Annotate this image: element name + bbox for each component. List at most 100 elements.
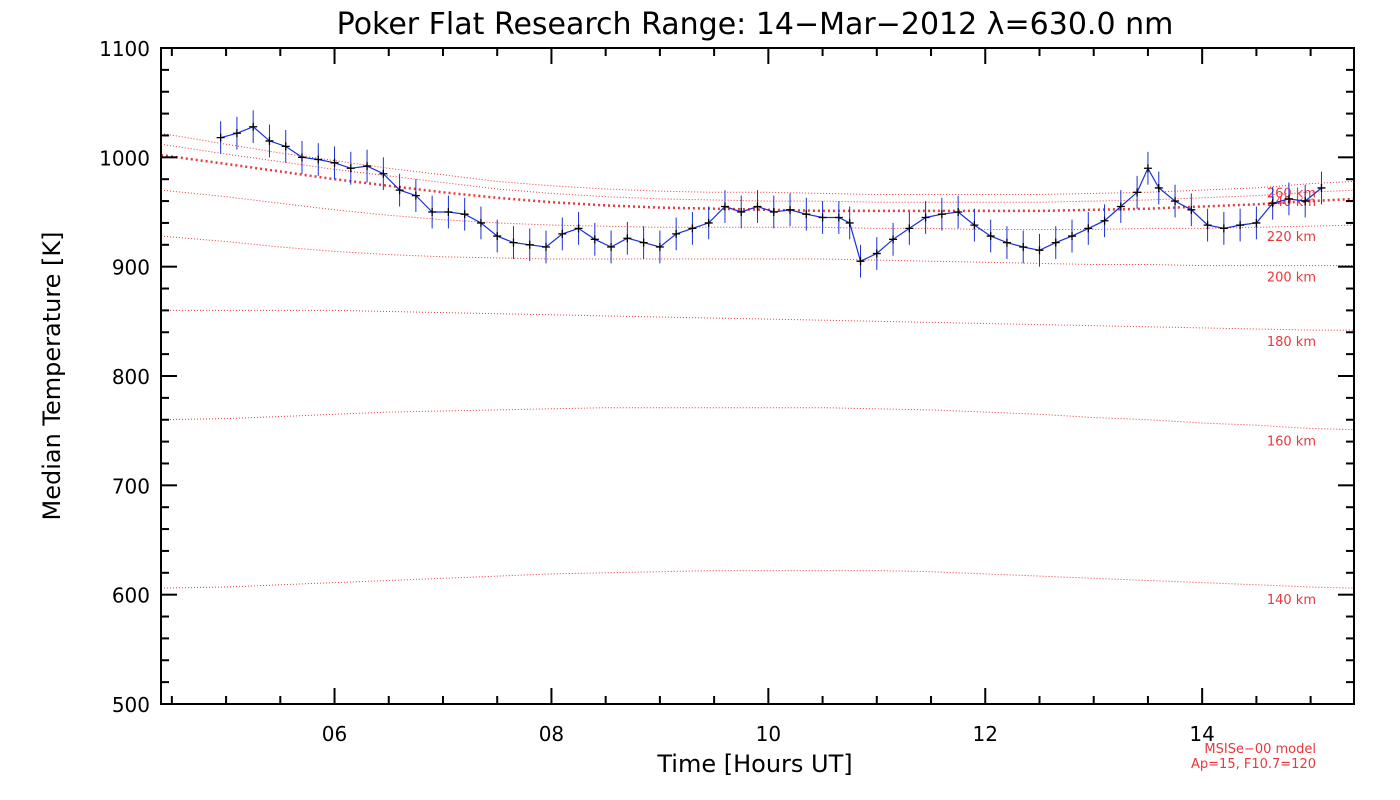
data-point <box>1203 221 1212 230</box>
data-point <box>856 257 865 266</box>
model-altitude-curve <box>160 132 1355 195</box>
data-point <box>1084 224 1093 233</box>
data-point <box>1284 194 1293 203</box>
data-point <box>921 213 930 222</box>
data-point <box>1143 164 1152 173</box>
axes-layer: 06 08 10 12 14 500 600 700 800 900 1000 1100 <box>99 37 1354 746</box>
data-point <box>753 202 762 211</box>
data-point <box>672 229 681 238</box>
model-altitude-curve <box>160 189 1355 230</box>
data-point <box>834 213 843 222</box>
data-point <box>558 229 567 238</box>
altitude-label: 220 km <box>1267 230 1316 245</box>
data-point <box>720 202 729 211</box>
data-point <box>818 213 827 222</box>
data-point <box>476 218 485 227</box>
data-point <box>872 249 881 258</box>
model-altitude-curve <box>160 570 1355 589</box>
data-point <box>216 133 225 142</box>
x-tick-label: 10 <box>756 722 781 746</box>
data-point <box>769 208 778 216</box>
y-axis-title: Median Temperature [K] <box>38 231 66 520</box>
measurement-layer <box>216 110 1326 278</box>
data-point <box>623 234 632 243</box>
data-point <box>1301 197 1310 206</box>
data-point <box>1116 202 1125 211</box>
data-point <box>704 218 713 227</box>
data-point <box>281 142 290 151</box>
model-name-note: MSISe−00 model <box>1204 742 1316 757</box>
data-point <box>1154 183 1163 192</box>
x-tick-label: 14 <box>1189 722 1214 746</box>
data-point <box>574 224 583 233</box>
data-point <box>688 224 697 233</box>
data-point <box>1133 188 1142 197</box>
data-point <box>509 238 518 247</box>
y-tick-label: 500 <box>112 693 150 717</box>
altitude-label: 140 km <box>1267 593 1316 608</box>
data-point <box>1317 183 1326 192</box>
y-tick-label: 1000 <box>99 146 150 170</box>
altitude-label: 260 km <box>1267 186 1316 201</box>
data-point <box>802 210 811 219</box>
data-point <box>314 155 323 164</box>
model-altitude-curve <box>160 235 1354 267</box>
altitude-label: 240 km <box>1267 195 1316 210</box>
altitude-label: 160 km <box>1267 435 1316 450</box>
data-point <box>346 164 355 173</box>
data-point <box>590 235 599 244</box>
data-point <box>1019 242 1028 251</box>
data-point <box>954 208 963 216</box>
data-point <box>889 235 898 244</box>
y-tick-label: 800 <box>112 365 150 389</box>
data-point <box>845 218 854 227</box>
data-point <box>265 136 274 145</box>
data-point <box>786 205 795 214</box>
y-tick-label: 900 <box>112 256 150 280</box>
data-point <box>1219 224 1228 233</box>
model-altitude-curve <box>160 407 1355 431</box>
data-point <box>297 153 306 162</box>
data-point <box>655 242 664 251</box>
data-point <box>1100 216 1109 225</box>
data-point <box>1252 218 1261 227</box>
data-point <box>444 208 453 216</box>
data-point <box>249 122 258 131</box>
data-point <box>379 169 388 178</box>
model-altitude-curve <box>161 309 1354 331</box>
x-tick-label: 12 <box>973 722 998 746</box>
data-point <box>1002 238 1011 247</box>
data-point <box>493 232 502 241</box>
data-point <box>905 224 914 233</box>
x-axis-title: Time [Hours UT] <box>656 750 852 778</box>
measurement-line <box>220 126 1322 263</box>
data-point <box>1068 232 1077 241</box>
data-point <box>460 210 469 219</box>
data-point <box>363 162 372 171</box>
data-point <box>232 129 241 138</box>
y-tick-label: 700 <box>112 474 150 498</box>
data-point <box>542 242 551 251</box>
data-point <box>428 208 437 216</box>
data-point <box>1051 238 1060 247</box>
data-point <box>737 208 746 216</box>
data-point <box>395 186 404 195</box>
data-point <box>525 240 534 249</box>
model-params-note: Ap=15, F10.7=120 <box>1191 757 1316 772</box>
data-point <box>970 221 979 230</box>
x-tick-label: 08 <box>539 722 564 746</box>
x-tick-label: 06 <box>322 722 347 746</box>
data-point <box>330 158 339 167</box>
data-point <box>1171 197 1180 206</box>
altitude-label: 200 km <box>1267 271 1316 286</box>
chart-title: Poker Flat Research Range: 14−Mar−2012 λ… <box>337 7 1174 42</box>
data-point <box>639 238 648 247</box>
data-point <box>1236 221 1245 230</box>
data-point <box>1035 246 1044 255</box>
data-point <box>1187 205 1196 214</box>
y-tick-label: 1100 <box>99 37 150 61</box>
data-point <box>1268 199 1277 208</box>
model-altitude-curve <box>160 143 1355 203</box>
